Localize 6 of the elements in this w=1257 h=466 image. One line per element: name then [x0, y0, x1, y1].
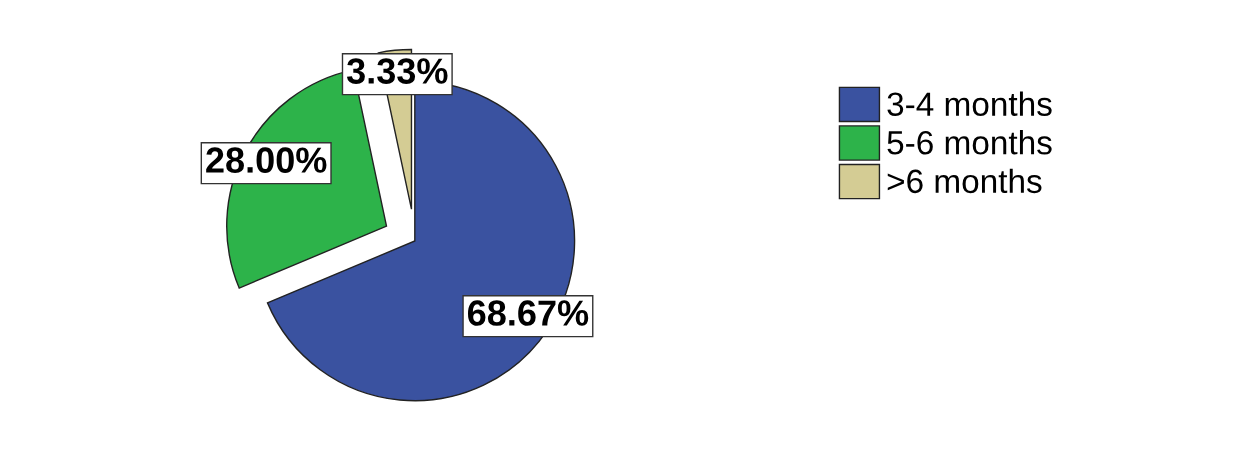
legend-label: >6 months [887, 168, 1042, 194]
legend-label: 3-4 months [887, 91, 1052, 116]
data-label: 68.67% [468, 300, 589, 326]
data-label: 3.33% [346, 58, 448, 84]
data-label: 28.00% [206, 147, 327, 173]
legend-label: 5-6 months [887, 130, 1052, 155]
